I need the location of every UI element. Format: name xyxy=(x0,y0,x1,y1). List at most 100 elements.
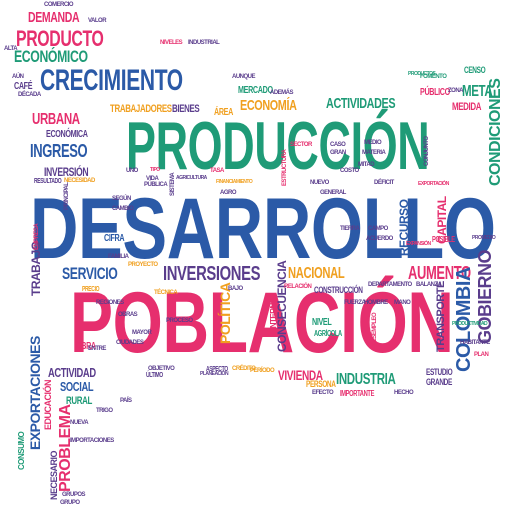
word-departamento: DEPARTAMENTO xyxy=(368,282,412,288)
word-hecho: HECHO xyxy=(394,390,414,396)
word-industria: INDUSTRIA xyxy=(336,371,396,388)
word-cafe: CAFÉ xyxy=(14,81,33,92)
word-grande: GRANDE xyxy=(426,377,452,387)
word-habitante: HABITANTE xyxy=(460,340,490,346)
word-importante: IMPORTANTE xyxy=(340,389,375,398)
word-objetivo: OBJETIVO xyxy=(148,366,175,372)
word-producto: PRODUCTO xyxy=(16,26,104,51)
word-aspecto: ASPECTO xyxy=(206,366,228,373)
word-agricola: AGRÍCOLA xyxy=(314,329,342,338)
word-planeacion: PLANEACIÓN xyxy=(200,371,229,377)
word-area: ÁREA xyxy=(214,107,233,118)
word-cifra: CIFRA xyxy=(104,233,125,244)
word-hombre: HOMBRE xyxy=(364,300,388,306)
word-campo: CAMPO xyxy=(368,226,388,232)
word-balanza: BALANZA xyxy=(416,282,442,288)
word-sector: SECTOR xyxy=(290,142,312,148)
word-nacional: NACIONAL xyxy=(288,265,345,282)
word-inversion: INVERSIÓN xyxy=(44,165,89,179)
word-crecimiento: CRECIMIENTO xyxy=(40,64,183,97)
word-mano: MANO xyxy=(394,300,411,306)
word-zona: ZONA xyxy=(448,88,464,94)
word-aun: AÚN xyxy=(12,74,24,80)
word-ademas: ADEMÁS xyxy=(270,90,294,96)
word-ultimo: ÚLTIMO xyxy=(146,372,163,379)
word-actividades: ACTIVIDADES xyxy=(326,95,396,112)
word-tierra: TIERRA xyxy=(340,226,360,232)
word-problema: PROBLEMA xyxy=(57,404,74,492)
word-censo: CENSO xyxy=(464,65,486,75)
word-desarrollo: DESARROLLO xyxy=(30,181,496,277)
word-fomento: FOMENTO xyxy=(420,74,447,80)
word-economico: ECONÓMICO xyxy=(14,47,88,66)
word-mitad: MITAD xyxy=(358,162,375,168)
word-educacion: EDUCACIÓN xyxy=(43,379,53,430)
word-ingreso: INGRESO xyxy=(30,141,88,161)
word-promedio: PROMEDIO xyxy=(472,235,496,241)
word-rural: RURAL xyxy=(66,395,92,407)
word-trigo: TRIGO xyxy=(96,408,113,414)
word-decada: DÉCADA xyxy=(18,92,41,98)
word-costo: COSTO xyxy=(340,168,359,174)
word-conjunto: CONJUNTO xyxy=(424,136,430,166)
word-social: SOCIAL xyxy=(60,379,94,394)
word-importaciones: IMPORTACIONES xyxy=(70,438,114,444)
word-deficit: DÉFICIT xyxy=(374,180,394,186)
word-ciudades: CIUDADES xyxy=(116,340,144,346)
word-familia: FAMILIA xyxy=(108,254,129,260)
word-economica: ECONÓMICA xyxy=(46,129,88,140)
word-alta: ALTA xyxy=(4,46,18,52)
word-estudio: ESTUDIO xyxy=(426,367,453,377)
word-periodo: PERÍODO xyxy=(250,368,275,374)
word-gran: GRAN xyxy=(330,150,346,156)
word-general: GENERAL xyxy=(320,190,346,196)
word-exportaciones: EXPORTACIONES xyxy=(27,336,43,450)
word-plan: PLAN xyxy=(474,352,489,358)
word-bajo: BAJO xyxy=(228,286,243,292)
word-segun: SEGÚN xyxy=(112,196,131,202)
word-proyecto: PROYECTO xyxy=(128,262,158,268)
word-medio: MEDIO xyxy=(364,140,382,146)
word-grupos: GRUPOS xyxy=(62,492,86,498)
word-gobierno: GOBIERNO xyxy=(475,249,495,344)
word-nivel: NIVEL xyxy=(312,317,332,328)
word-bienes: BIENES xyxy=(172,103,200,115)
word-aunque: AUNQUE xyxy=(232,74,256,80)
word-aumento: AUMENTO xyxy=(408,263,471,283)
word-materia: MATERIA xyxy=(362,150,386,156)
word-condiciones: CONDICIONES xyxy=(487,78,504,186)
word-resultado: RESULTADO xyxy=(34,178,62,185)
word-servicio: SERVICIO xyxy=(62,264,118,283)
word-posible: POSIBLE xyxy=(432,235,455,244)
word-nuevo: NUEVO xyxy=(310,180,329,186)
word-interna: INTERNA xyxy=(269,297,278,330)
word-trabajadores: TRABAJADORES xyxy=(110,103,172,115)
word-demanda: DEMANDA xyxy=(28,9,80,26)
word-principal: PRINCIPAL xyxy=(64,182,70,210)
word-grupo: GRUPO xyxy=(60,500,80,506)
word-desempleo: DESEMPLEO xyxy=(372,312,378,346)
word-acuerdo: ACUERDO xyxy=(366,236,393,242)
word-industrial: INDUSTRIAL xyxy=(188,40,220,46)
word-credito: CRÉDITO xyxy=(232,366,256,372)
word-relacion: RELACIÓN xyxy=(284,284,312,290)
word-construccion: CONSTRUCCIÓN xyxy=(314,285,363,295)
word-regiones: REGIONES xyxy=(96,300,124,306)
word-necesidad: NECESIDAD xyxy=(64,178,95,184)
word-mercado: MERCADO xyxy=(238,85,273,96)
word-proceso: PROCESO xyxy=(166,318,193,324)
word-persona: PERSONA xyxy=(306,379,336,389)
word-efecto: EFECTO xyxy=(312,390,334,396)
word-cambio: CAMBIO xyxy=(112,206,134,212)
word-tasa: TASA xyxy=(210,168,224,174)
word-meta: META xyxy=(462,83,493,100)
word-pais: PAÍS xyxy=(120,398,132,404)
word-mayor: MAYOR xyxy=(132,330,152,336)
word-agro: AGRO xyxy=(220,190,237,196)
word-estructura: ESTRUCTURA xyxy=(282,149,288,186)
word-agricultura: AGRICULTURA xyxy=(176,175,207,181)
word-consumo: CONSUMO xyxy=(17,431,26,470)
word-vida: VIDA xyxy=(146,176,159,182)
word-valor: VALOR xyxy=(88,18,107,24)
